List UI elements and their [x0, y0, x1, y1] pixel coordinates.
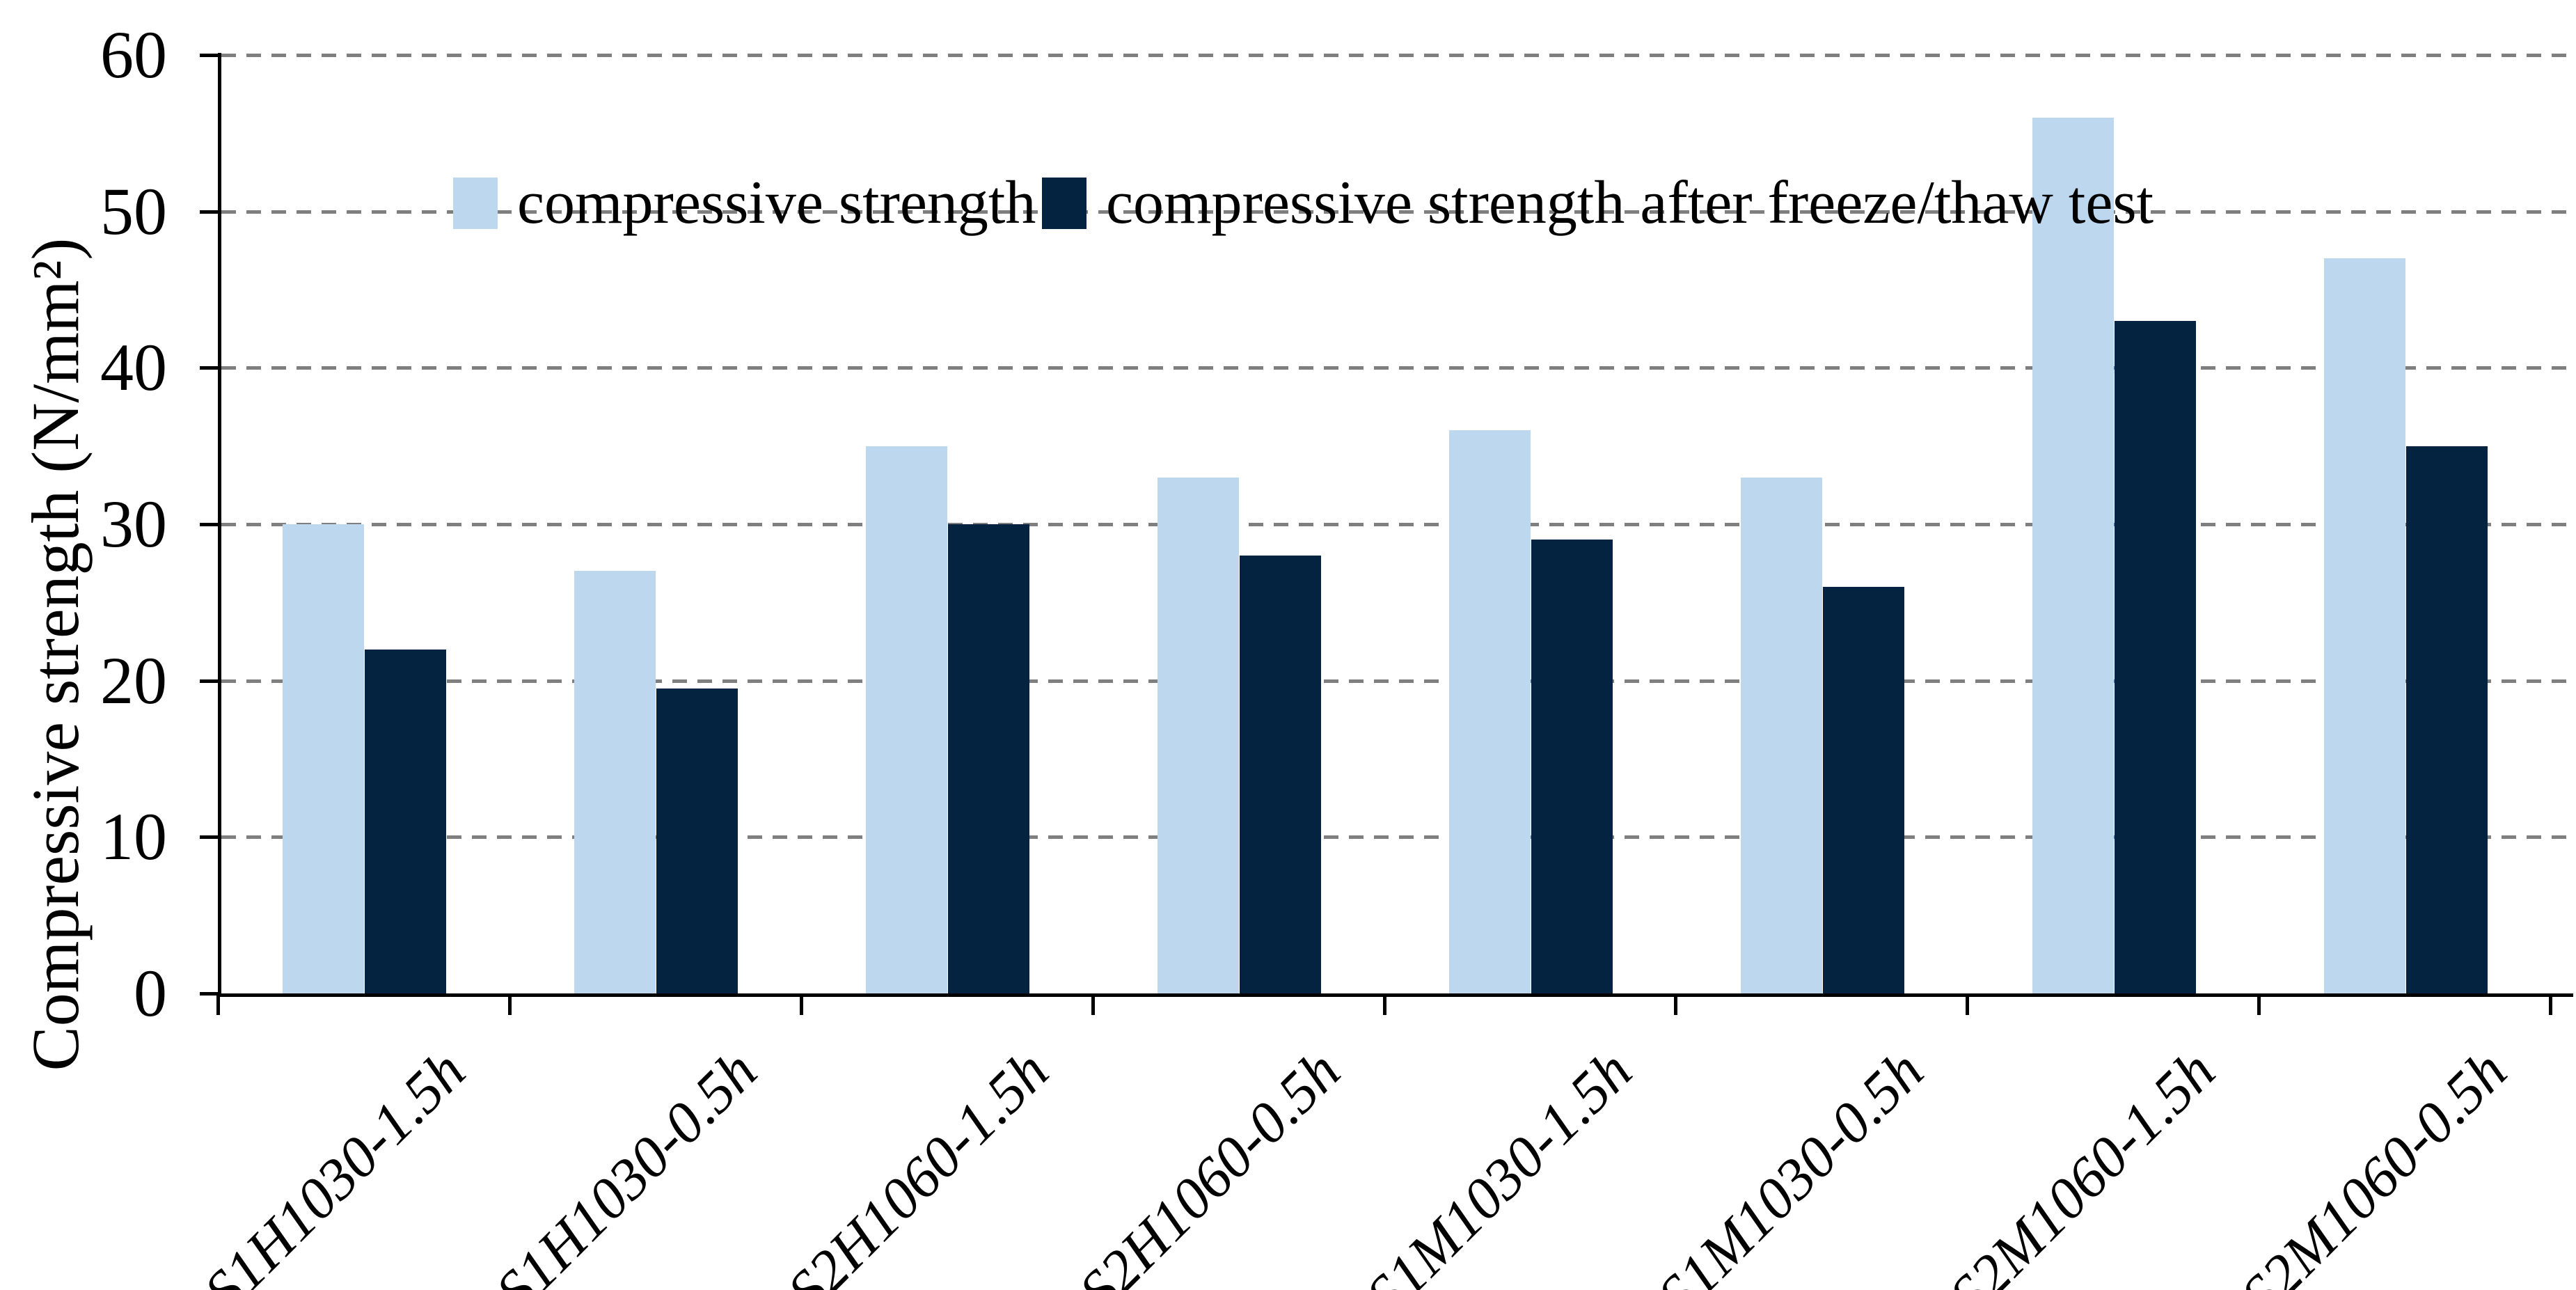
y-tick-50 [200, 210, 218, 214]
y-tick-20 [200, 679, 218, 683]
bar-strength-S1M1030-1.5h [1448, 430, 1531, 993]
y-tick-60 [200, 54, 218, 57]
x-tick-0 [216, 993, 220, 1015]
y-axis-title: Compressive strength (N/mm²) [18, 237, 93, 1071]
x-tick-3 [1091, 993, 1095, 1015]
bar-strength-S1H1030-1.5h [283, 524, 365, 993]
bar-strength-S2H1060-1.5h [866, 446, 948, 993]
x-tick-2 [799, 993, 803, 1015]
bar-strength-S2M1060-0.5h [2323, 258, 2405, 993]
y-tick-0 [200, 992, 218, 996]
legend-item-freeze-thaw: compressive strength after freeze/thaw t… [1042, 170, 2154, 237]
legend-label-freeze-thaw: compressive strength after freeze/thaw t… [1106, 169, 2154, 237]
bar-freeze-thaw-S1M1030-0.5h [1822, 586, 1904, 993]
gridline-20 [221, 679, 2573, 683]
gridline-10 [221, 835, 2573, 840]
y-tick-label-60: 60 [100, 17, 167, 92]
legend-item-compressive-strength: compressive strength [453, 170, 1036, 237]
bar-freeze-thaw-S2M1060-0.5h [2405, 446, 2488, 993]
legend-swatch-freeze-thaw [1042, 178, 1086, 229]
gridline-60 [221, 54, 2573, 57]
bar-strength-S2M1060-1.5h [2032, 117, 2114, 993]
x-axis-line [218, 993, 2573, 997]
x-tick-7 [2257, 993, 2261, 1015]
bar-strength-S2H1060-0.5h [1157, 477, 1240, 993]
bar-freeze-thaw-S2H1060-1.5h [948, 524, 1030, 993]
y-tick-40 [200, 366, 218, 370]
legend-swatch-compressive-strength [453, 178, 498, 229]
y-tick-30 [200, 523, 218, 526]
x-tick-4 [1382, 993, 1386, 1015]
bar-strength-S1M1030-0.5h [1740, 477, 1822, 993]
x-tick-5 [1674, 993, 1678, 1015]
y-tick-label-10: 10 [100, 799, 167, 874]
legend-label-compressive-strength: compressive strength [517, 169, 1036, 237]
bar-freeze-thaw-S1M1030-1.5h [1531, 540, 1613, 993]
y-tick-label-40: 40 [100, 330, 167, 405]
gridline-50 [221, 210, 2573, 214]
y-tick-label-30: 30 [100, 487, 167, 561]
y-tick-label-0: 0 [134, 956, 167, 1030]
y-tick-10 [200, 835, 218, 840]
x-tick-8 [2549, 993, 2552, 1015]
x-tick-6 [1966, 993, 1970, 1015]
gridline-30 [221, 523, 2573, 526]
bar-freeze-thaw-S1H1030-1.5h [365, 649, 447, 993]
bar-freeze-thaw-S1H1030-0.5h [656, 688, 738, 993]
gridline-40 [221, 366, 2573, 370]
y-tick-label-50: 50 [100, 173, 167, 249]
y-axis-line [218, 53, 221, 997]
y-tick-label-20: 20 [100, 643, 167, 718]
bar-freeze-thaw-S2M1060-1.5h [2114, 320, 2196, 993]
bar-freeze-thaw-S2H1060-0.5h [1240, 555, 1322, 993]
x-tick-1 [507, 993, 512, 1015]
bar-strength-S1H1030-0.5h [574, 571, 656, 993]
